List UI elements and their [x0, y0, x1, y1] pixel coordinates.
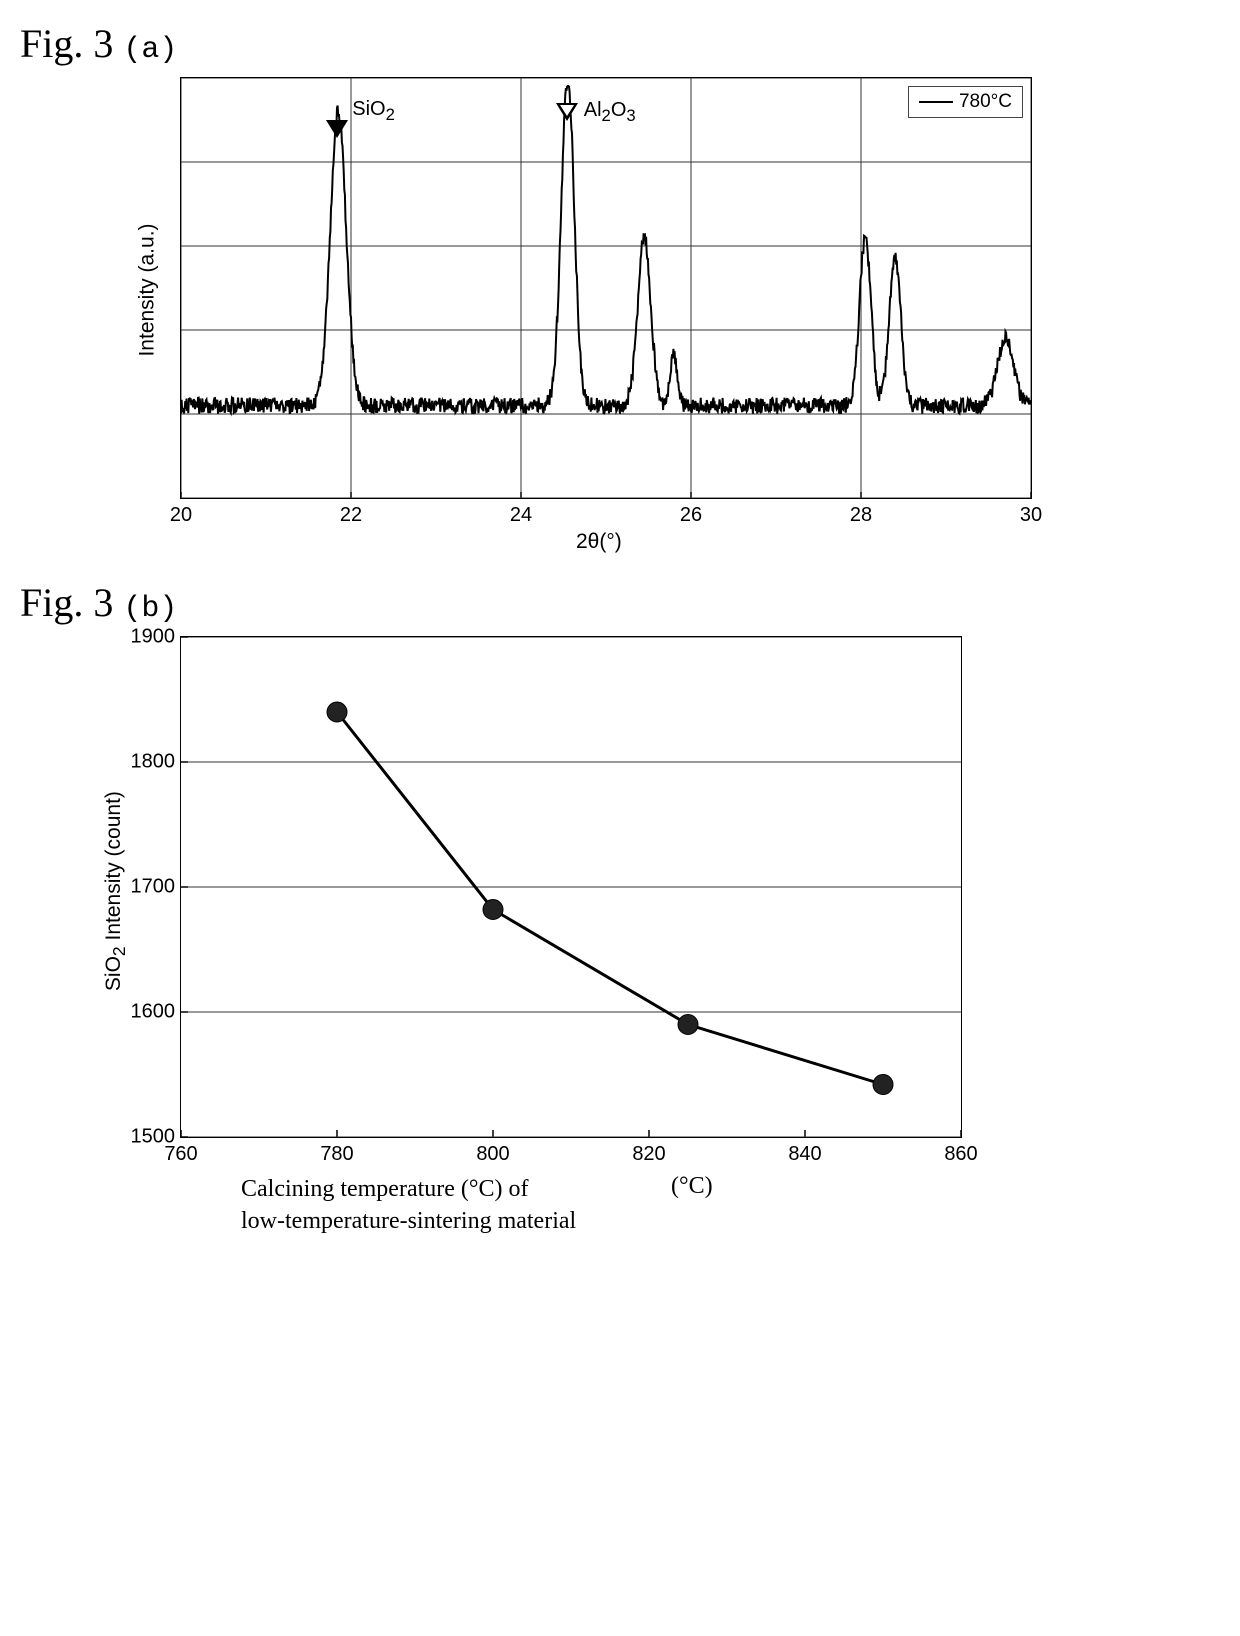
xlabel-line1: Calcining temperature (°C) of: [241, 1173, 576, 1205]
chart-a-xtick: 30: [1020, 504, 1042, 527]
figure-b-label-sub: (b): [123, 592, 177, 626]
chart-b-xlabel-extra: (°C): [671, 1173, 713, 1200]
figure-a-label: Fig. 3 (a): [20, 20, 1220, 67]
figure-b-label: Fig. 3 (b): [20, 579, 1220, 626]
chart-a-xtick: 26: [680, 504, 702, 527]
chart-b: 76078080082084086015001600170018001900Si…: [180, 636, 962, 1138]
chart-a-annotation: Al2O3: [556, 103, 578, 127]
chart-b-xtick: 860: [944, 1143, 977, 1166]
annotation-text: SiO2: [352, 98, 395, 125]
xlabel-line2: low-temperature-sintering material: [241, 1205, 576, 1237]
chart-a-container: 202224262830SiO2Al2O3780°CIntensity (a.u…: [180, 77, 1220, 499]
chart-a: 202224262830SiO2Al2O3780°CIntensity (a.u…: [180, 77, 1032, 499]
chart-a-legend: 780°C: [908, 86, 1023, 118]
figure-a-label-sub: (a): [123, 33, 177, 67]
annotation-text: Al2O3: [584, 99, 636, 126]
chart-b-ytick: 1800: [125, 751, 175, 774]
chart-b-xtick: 820: [632, 1143, 665, 1166]
chart-a-xtick: 20: [170, 504, 192, 527]
figure-a-label-main: Fig. 3: [20, 21, 113, 66]
chart-a-xtick: 28: [850, 504, 872, 527]
chart-b-ytick: 1500: [125, 1126, 175, 1149]
legend-text: 780°C: [959, 91, 1012, 113]
chart-b-ytick: 1600: [125, 1001, 175, 1024]
chart-a-ylabel: Intensity (a.u.): [136, 223, 160, 356]
chart-a-annotation: SiO2: [326, 120, 348, 144]
chart-a-xtick: 22: [340, 504, 362, 527]
chart-b-xtick: 800: [476, 1143, 509, 1166]
legend-line-icon: [919, 101, 953, 103]
chart-b-xtick: 780: [320, 1143, 353, 1166]
chart-b-ytick: 1900: [125, 626, 175, 649]
chart-b-container: 76078080082084086015001600170018001900Si…: [180, 636, 1220, 1138]
chart-b-xlabel: Calcining temperature (°C) oflow-tempera…: [241, 1173, 576, 1238]
chart-a-xlabel: 2θ(°): [576, 530, 622, 554]
chart-a-xtick: 24: [510, 504, 532, 527]
chart-b-ytick: 1700: [125, 876, 175, 899]
figure-b-label-main: Fig. 3: [20, 580, 113, 625]
chart-b-xtick: 840: [788, 1143, 821, 1166]
triangle-filled-icon: [326, 120, 348, 138]
triangle-open-icon: [556, 103, 578, 121]
chart-b-ylabel: SiO2 Intensity (count): [102, 791, 130, 991]
